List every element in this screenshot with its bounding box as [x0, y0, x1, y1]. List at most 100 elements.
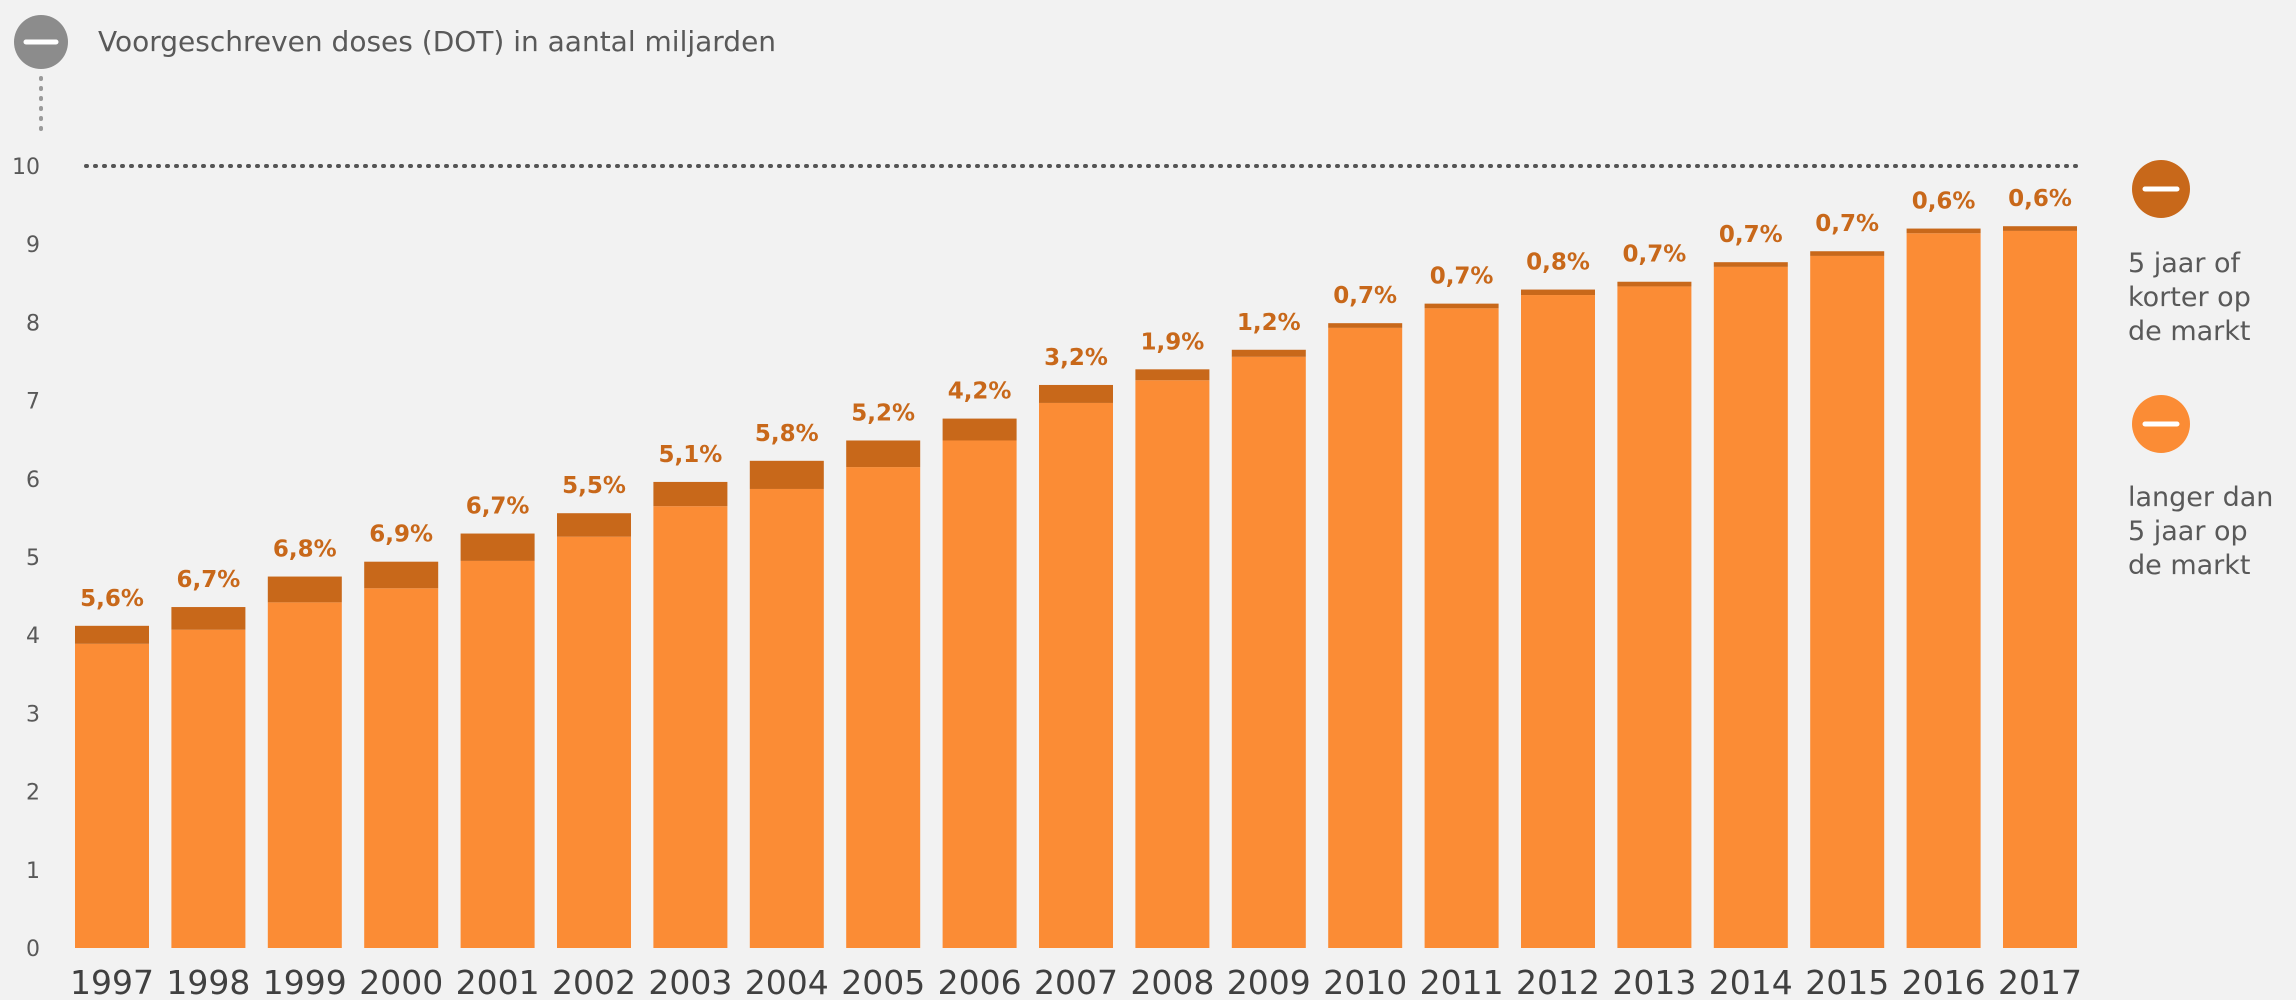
- x-tick-label: 1998: [166, 963, 250, 1000]
- bar-segment-newer: [1521, 289, 1595, 296]
- bar-segment-older: [653, 506, 728, 948]
- bar-segment-older: [1906, 233, 1981, 948]
- data-label: 6,7%: [177, 567, 241, 593]
- bar-segment-newer: [364, 561, 439, 589]
- x-tick-label: 1997: [70, 963, 154, 1000]
- bar-segment-older: [364, 588, 439, 948]
- bar-segment-older: [1424, 308, 1499, 949]
- bar-segment-older: [1231, 356, 1306, 949]
- bar-segment-newer: [557, 513, 631, 537]
- y-tick-label: 8: [26, 311, 40, 336]
- data-label: 6,7%: [466, 494, 530, 520]
- y-tick-label: 6: [26, 468, 40, 493]
- bar-segment-newer: [1328, 323, 1403, 328]
- bar-segment-newer: [171, 607, 246, 630]
- bar-segment-newer: [1135, 369, 1210, 381]
- x-tick-label: 2012: [1516, 963, 1600, 1000]
- bar-segment-newer: [1713, 262, 1788, 267]
- data-label: 0,7%: [1815, 211, 1879, 237]
- legend-label: korter op: [2128, 282, 2251, 313]
- data-label: 0,7%: [1623, 242, 1687, 268]
- bar-segment-newer: [1810, 251, 1885, 256]
- bar-segment-newer: [942, 418, 1017, 441]
- bar-segment-newer: [267, 576, 342, 603]
- x-tick-label: 2011: [1420, 963, 1504, 1000]
- bar-segment-older: [1328, 327, 1403, 948]
- bar-segment-newer: [1424, 303, 1499, 309]
- data-label: 6,9%: [369, 522, 433, 548]
- bar-segment-older: [75, 643, 149, 948]
- y-tick-label: 4: [26, 624, 40, 649]
- bar-segment-newer: [1231, 349, 1306, 357]
- y-tick-label: 7: [26, 390, 40, 415]
- data-label: 0,7%: [1719, 222, 1783, 248]
- bar-segment-newer: [460, 533, 535, 561]
- data-label: 5,8%: [755, 421, 819, 447]
- data-label: 5,1%: [659, 442, 723, 468]
- x-tick-label: 2006: [938, 963, 1022, 1000]
- x-tick-label: 2000: [359, 963, 443, 1000]
- legend-label: langer dan: [2128, 482, 2273, 513]
- x-tick-label: 2007: [1034, 963, 1118, 1000]
- x-tick-label: 2017: [1998, 963, 2082, 1000]
- legend-label: 5 jaar op: [2128, 516, 2248, 547]
- x-tick-label: 2013: [1612, 963, 1696, 1000]
- x-tick-label: 2014: [1709, 963, 1793, 1000]
- bar-segment-newer: [749, 460, 824, 489]
- y-tick-label: 2: [26, 781, 40, 806]
- x-tick-label: 2002: [552, 963, 636, 1000]
- x-tick-label: 2008: [1130, 963, 1214, 1000]
- chart-title-group: Voorgeschreven doses (DOT) in aantal mil…: [14, 15, 776, 136]
- x-tick-label: 2016: [1902, 963, 1986, 1000]
- bar-segment-newer: [653, 481, 728, 507]
- y-tick-label: 0: [26, 937, 40, 962]
- bar-segment-older: [1521, 295, 1595, 948]
- data-label: 6,8%: [273, 537, 337, 563]
- data-label: 0,6%: [1912, 189, 1976, 215]
- y-tick-label: 5: [26, 546, 40, 571]
- x-tick-label: 2010: [1323, 963, 1407, 1000]
- legend-label: 5 jaar of: [2128, 248, 2242, 279]
- x-tick-label: 1999: [263, 963, 347, 1000]
- legend-label: de markt: [2128, 550, 2251, 581]
- bar-segment-newer: [1906, 228, 1981, 234]
- y-tick-label: 10: [12, 155, 40, 180]
- data-label: 5,2%: [851, 400, 915, 426]
- bar-segment-newer: [2003, 226, 2077, 231]
- data-label: 5,6%: [80, 586, 144, 612]
- bar-segment-older: [2003, 230, 2077, 948]
- data-label: 1,2%: [1237, 310, 1301, 336]
- bar-segment-newer: [1617, 281, 1692, 287]
- x-tick-label: 2015: [1805, 963, 1889, 1000]
- legend-label: de markt: [2128, 316, 2251, 347]
- y-tick-label: 9: [26, 233, 40, 258]
- bar-segment-older: [1039, 402, 1113, 948]
- bar-segment-older: [1135, 380, 1210, 948]
- data-label: 0,8%: [1526, 250, 1590, 276]
- bar-segment-older: [171, 629, 246, 948]
- bar-segment-older: [846, 467, 921, 948]
- bar-segment-older: [1617, 286, 1692, 949]
- bar-segment-older: [460, 560, 535, 948]
- data-label: 0,6%: [2008, 186, 2072, 212]
- x-tick-label: 2005: [841, 963, 925, 1000]
- bar-segment-older: [1713, 266, 1788, 948]
- x-tick-label: 2009: [1227, 963, 1311, 1000]
- data-label: 0,7%: [1333, 283, 1397, 309]
- chart-title: Voorgeschreven doses (DOT) in aantal mil…: [98, 25, 776, 58]
- data-label: 3,2%: [1044, 345, 1108, 371]
- data-label: 0,7%: [1430, 264, 1494, 290]
- bar-segment-newer: [75, 625, 149, 644]
- bar-segment-older: [749, 488, 824, 948]
- bar-segment-older: [942, 440, 1017, 948]
- data-label: 1,9%: [1141, 329, 1205, 355]
- y-tick-label: 3: [26, 702, 40, 727]
- bar-segment-newer: [1039, 384, 1113, 403]
- minus-circle-icon: [14, 15, 68, 136]
- bar-segment-older: [557, 536, 631, 948]
- chart-marks: 0 1 2 3 4 5 6 7 8 9 10 5,6% 1997 6,7% 1998 6,8% 1999 6,9%…: [12, 155, 2082, 1000]
